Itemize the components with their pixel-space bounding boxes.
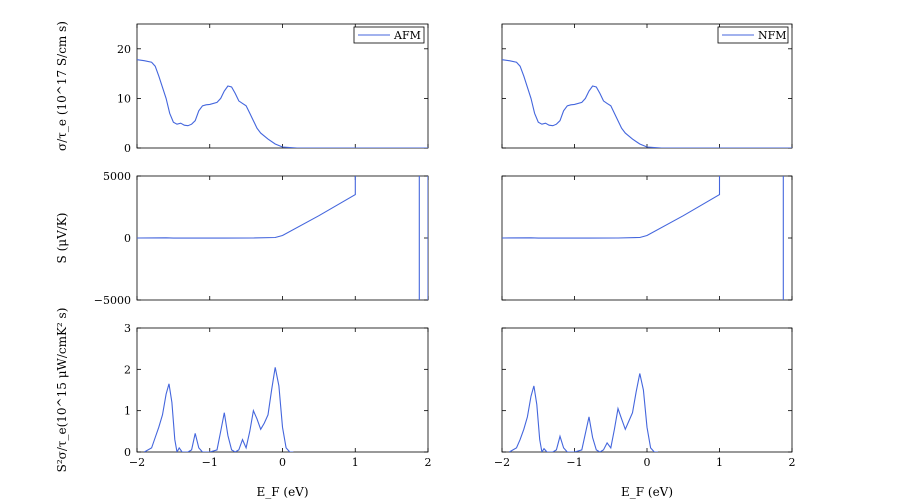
y-tick-label: 0: [124, 232, 131, 245]
y-tick-label: 1: [124, 405, 131, 418]
panel-NFM-conductivity: NFM: [501, 23, 793, 149]
y-tick-label: 3: [124, 322, 131, 335]
y-tick-label: 5000: [103, 170, 131, 183]
x-tick-label: 1: [716, 456, 723, 469]
series-line: [137, 176, 356, 239]
series-line: [502, 176, 721, 239]
x-tick-label: 2: [789, 456, 796, 469]
x-tick-label: 1: [352, 456, 359, 469]
y-tick-label: 20: [117, 43, 131, 56]
panel-AFM-seebeck: −5000 0 5000 S (μV/K): [55, 170, 429, 307]
series-line: [502, 59, 792, 148]
x-tick-label: −1: [202, 456, 218, 469]
legend-label: AFM: [393, 29, 421, 42]
y-axis-label: S²σ/τ_e(10^15 μW/cmK² s): [55, 308, 69, 473]
y-axis-label: σ/τ_e (10^17 S/cm s): [55, 21, 69, 151]
x-tick-label: −2: [494, 456, 510, 469]
panel-AFM-conductivity: 0 10 20 σ/τ_e (10^17 S/cm s) AFM: [55, 21, 429, 155]
x-tick-label: −1: [566, 456, 582, 469]
y-tick-label: 2: [124, 363, 131, 376]
y-tick-label: 10: [117, 92, 131, 105]
x-axis-label: E_F (eV): [256, 485, 308, 499]
axes-frame: [501, 327, 793, 453]
x-axis-label: E_F (eV): [621, 485, 673, 499]
y-tick-label: 0: [124, 446, 131, 459]
panel-NFM-seebeck: [501, 175, 793, 301]
y-tick-label: −5000: [94, 294, 131, 307]
panel-NFM-power-factor: −2 −1 0 1 2 E_F (eV): [494, 327, 796, 499]
series-line: [509, 373, 658, 452]
legend-label: NFM: [758, 29, 787, 42]
x-tick-label: 2: [425, 456, 432, 469]
x-tick-label: −2: [129, 456, 145, 469]
panel-AFM-power-factor: 0 1 2 3 −2 −1 0 1 2 E_F (eV) S²σ/τ_e(10^15 μW/cmK²…: [55, 308, 432, 499]
series-line: [144, 367, 294, 452]
x-tick-label: 0: [279, 456, 286, 469]
y-axis-label: S (μV/K): [55, 213, 69, 264]
x-tick-label: 0: [644, 456, 651, 469]
series-line: [137, 59, 428, 148]
y-tick-label: 0: [124, 142, 131, 155]
axes-frame: [136, 327, 429, 453]
